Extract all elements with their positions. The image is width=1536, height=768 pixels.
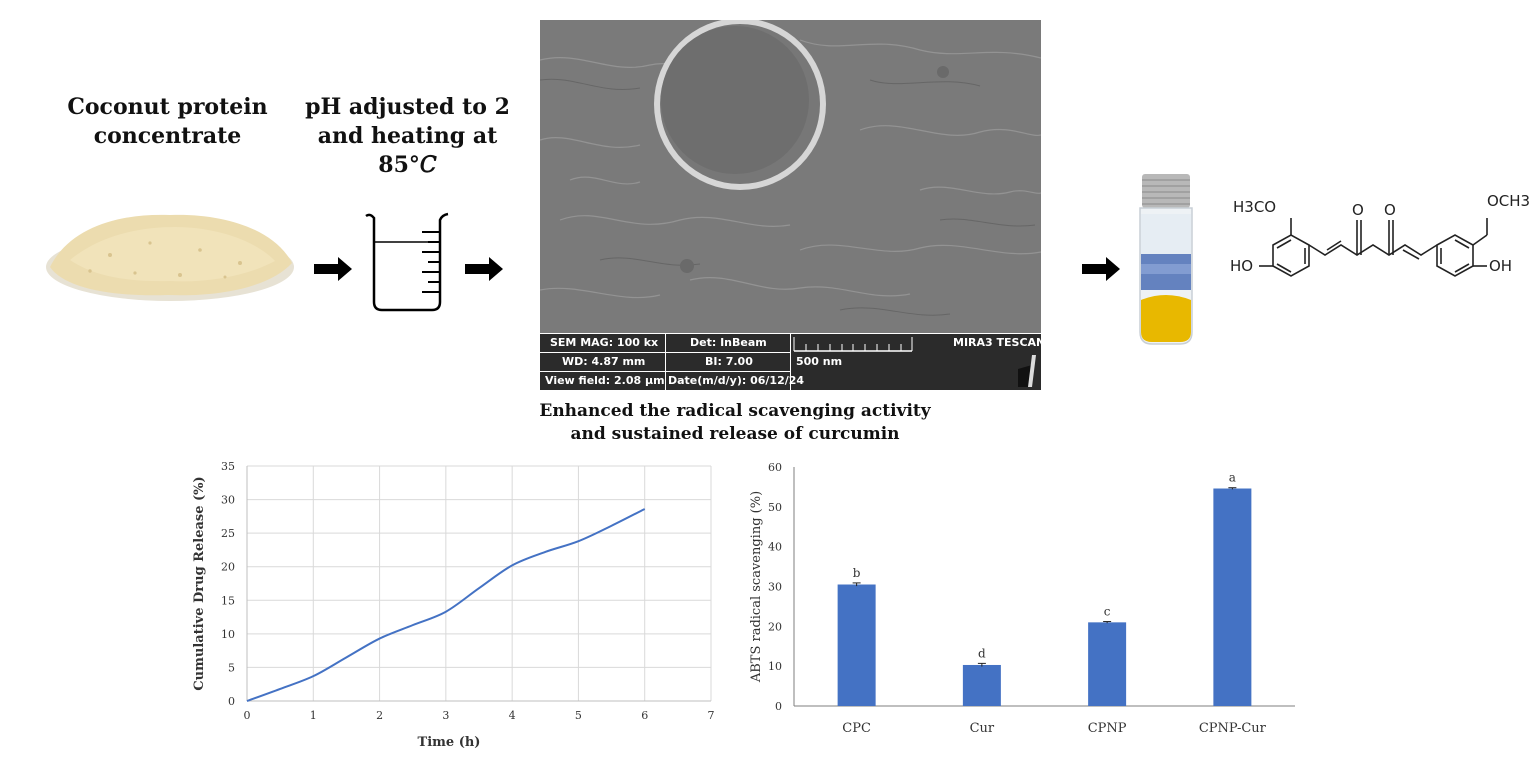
sem-view-field: View field: 2.08 μm [545,374,665,387]
x-tick-label: 5 [575,709,582,722]
release-line-chart: 0 5 10 15 20 25 30 35 0 1 2 3 4 5 6 7 Time (h) Cumulative… [192,460,715,750]
abts-bar-chart: 0 10 20 30 40 50 60 b CPC d Cur c CPNP a CPNP-Cur ABTS … [749,461,1295,736]
y-tick-label: 0 [775,700,782,713]
category-label: CPNP-Cur [1199,721,1267,736]
sem-date: Date(m/d/y): 06/12/24 [668,374,805,387]
x-tick-label: 6 [641,709,648,722]
significance-label: c [1104,605,1111,619]
right-arrow-icon [314,257,352,281]
sem-detector: Det: InBeam [690,336,767,349]
beaker-title-line: 85°𝐶 [378,152,437,178]
coconut-powder-image [46,214,294,301]
y-tick-label: 25 [221,527,235,540]
sem-micrograph: SEM MAG: 100 kx Det: InBeam MIRA3 TESCAN… [540,20,1041,390]
curcumin-vial-image [1139,174,1193,345]
bar [1213,488,1252,706]
bar [1088,622,1127,706]
caption-line: Enhanced the radical scavenging activity [539,401,931,421]
beaker-icon [365,212,449,312]
powder-title: Coconut protein concentrate [60,93,275,151]
bar [837,584,876,706]
carbonyl-left-label: O [1352,201,1364,219]
category-label: CPC [842,721,871,736]
x-tick-label: 1 [310,709,317,722]
significance-label: d [978,646,986,660]
y-tick-label: 35 [221,460,235,473]
y-tick-label: 50 [768,501,782,514]
x-tick-label: 4 [509,709,516,722]
caption-line: and sustained release of curcumin [570,424,900,444]
sem-working-distance: WD: 4.87 mm [562,355,646,368]
bar [962,664,1001,706]
powder-title-line: Coconut protein [67,94,268,120]
left-hydroxyl-label: HO [1230,257,1253,275]
right-arrow-icon [465,257,503,281]
y-tick-label: 15 [221,594,235,607]
sem-instrument: MIRA3 TESCAN [953,336,1041,349]
y-tick-label: 20 [768,620,782,633]
sem-info-bar: SEM MAG: 100 kx Det: InBeam MIRA3 TESCAN… [540,333,1041,390]
y-tick-label: 10 [768,660,782,673]
powder-title-line: concentrate [93,123,242,149]
right-arrow-icon [1082,257,1120,281]
summary-caption: Enhanced the radical scavenging activity… [470,400,1000,446]
y-axis-title: ABTS radical scavenging (%) [749,491,764,683]
sem-mag: SEM MAG: 100 kx [550,336,659,349]
beaker-title-line: pH adjusted to 2 [305,94,510,120]
y-tick-label: 10 [221,628,235,641]
category-label: CPNP [1088,721,1127,736]
left-methoxy-label: H3CO [1233,198,1276,216]
sem-scale-label: 500 nm [796,355,843,368]
y-axis-title: Cumulative Drug Release (%) [192,476,207,690]
y-tick-label: 0 [228,695,235,708]
beaker-title-line: and heating at [317,123,498,149]
significance-label: a [1229,471,1236,485]
x-tick-label: 0 [244,709,251,722]
sem-scale-bar [793,337,913,352]
release-series-line [246,508,646,702]
x-tick-label: 7 [708,709,715,722]
sem-bi: BI: 7.00 [705,355,753,368]
x-axis-title: Time (h) [418,735,481,750]
y-tick-label: 20 [221,561,235,574]
x-tick-label: 2 [376,709,383,722]
y-tick-label: 5 [228,661,235,674]
y-tick-label: 30 [221,494,235,507]
category-label: Cur [970,721,995,736]
tescan-logo-icon [1018,355,1036,387]
y-tick-label: 30 [768,581,782,594]
right-methoxy-label: OCH3 [1487,192,1530,210]
significance-label: b [853,566,861,580]
x-tick-label: 3 [442,709,449,722]
y-tick-label: 40 [768,541,782,554]
right-hydroxyl-label: OH [1489,257,1512,275]
carbonyl-right-label: O [1384,201,1396,219]
curcumin-structure-diagram: H3CO OCH3 HO OH O O [1230,192,1530,277]
y-tick-label: 60 [768,461,782,474]
beaker-title: pH adjusted to 2 and heating at 85°𝐶 [300,93,515,180]
sem-texture [540,20,1041,333]
